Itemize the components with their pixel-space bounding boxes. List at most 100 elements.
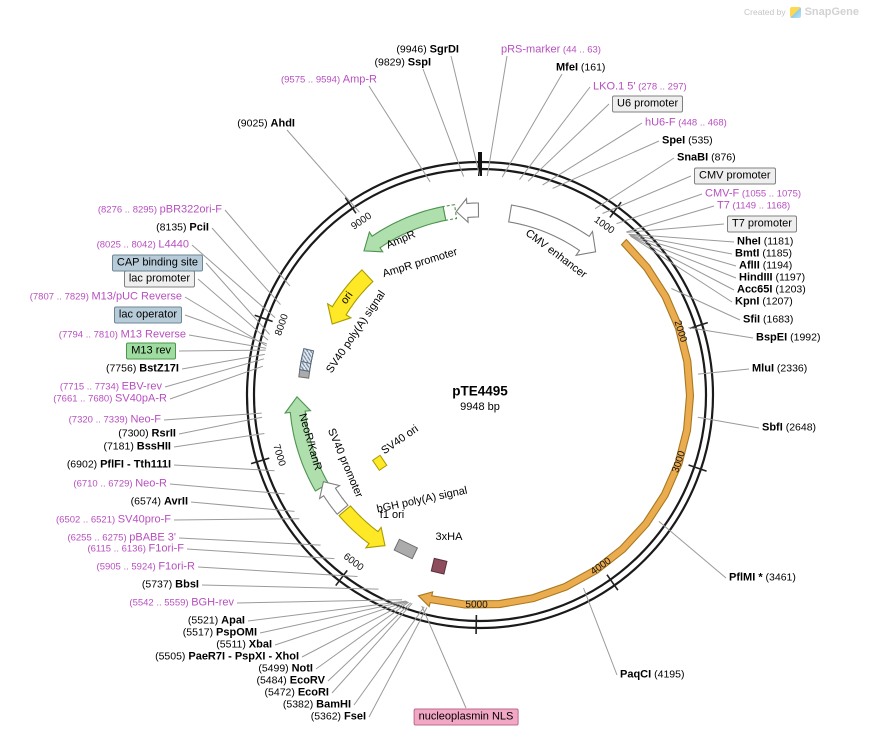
primer-label[interactable]: (6502 .. 6521) SV40pro-F xyxy=(56,514,171,527)
feature-sv40-promoter-arrow[interactable] xyxy=(318,481,349,515)
enzyme-label[interactable]: SfiI (1683) xyxy=(743,314,793,327)
label-name: PflFI - Tth111I xyxy=(100,458,171,471)
enzyme-label[interactable]: HindIII (1197) xyxy=(739,272,805,285)
feature-ha-tag-box[interactable] xyxy=(430,557,448,575)
feature-ampr-promoter-arrow[interactable] xyxy=(455,197,480,224)
feature-sv40-ori-box[interactable] xyxy=(371,454,388,471)
label-pre: (5362) xyxy=(310,710,344,723)
enzyme-label[interactable]: (6574) AvrII xyxy=(131,496,188,509)
enzyme-label[interactable]: (9025) AhdI xyxy=(237,118,295,131)
enzyme-label[interactable]: (6902) PflFI - Tth111I xyxy=(67,459,171,472)
primer-label[interactable]: (5542 .. 5559) BGH-rev xyxy=(129,597,234,610)
feature-ampr-arrow[interactable] xyxy=(363,205,447,253)
enzyme-label[interactable]: BmtI (1185) xyxy=(735,248,792,261)
ampr-promoter-label[interactable]: AmpR promoter xyxy=(381,245,459,281)
enzyme-label[interactable]: (5382) BamHI xyxy=(283,699,351,712)
enzyme-label[interactable]: (5521) ApaI xyxy=(188,615,245,628)
feature-box-label[interactable]: M13 rev xyxy=(126,342,176,360)
primer-label[interactable]: (6710 .. 6729) Neo-R xyxy=(73,478,167,491)
enzyme-label[interactable]: BspEI (1992) xyxy=(756,332,820,345)
callout-line xyxy=(315,601,409,670)
enzyme-label[interactable]: KpnI (1207) xyxy=(735,296,793,309)
enzyme-label[interactable]: (5737) BbsI xyxy=(142,579,199,592)
callout-line xyxy=(527,103,610,182)
label-post: (278 .. 297) xyxy=(635,81,687,93)
feature-insert-gene-arc[interactable] xyxy=(417,238,695,609)
primer-label[interactable]: (8025 .. 8042) L4440 xyxy=(97,239,189,252)
callout-line xyxy=(658,521,727,579)
sv40-promoter-label[interactable]: SV40 promoter xyxy=(325,426,365,500)
callout-line xyxy=(552,140,660,189)
feature-neor-kanr-arrow[interactable] xyxy=(283,395,330,492)
enzyme-label[interactable]: (5517) PspOMI xyxy=(183,627,257,640)
enzyme-label[interactable]: MfeI (161) xyxy=(556,62,605,75)
enzyme-label[interactable]: (5511) XbaI xyxy=(216,639,272,652)
primer-label[interactable]: (7794 .. 7810) M13 Reverse xyxy=(59,329,186,342)
label-post: (1185) xyxy=(759,247,792,260)
label-name: SV40pro-F xyxy=(117,513,171,526)
enzyme-label[interactable]: (5505) PaeR7I - PspXI - XhoI xyxy=(155,651,299,664)
primer-label[interactable]: (5905 .. 5924) F1ori-R xyxy=(97,561,195,574)
enzyme-label[interactable]: AflII (1194) xyxy=(739,260,792,273)
primer-label[interactable]: hU6-F (448 .. 468) xyxy=(645,117,727,130)
feature-sv40-polya-hatch-2[interactable] xyxy=(300,348,315,365)
label-post: (1197) xyxy=(772,271,806,284)
enzyme-label[interactable]: PflMI * (3461) xyxy=(729,572,796,585)
enzyme-label[interactable]: (5472) EcoRI xyxy=(265,687,329,700)
callout-line xyxy=(602,175,692,214)
feature-box-label[interactable]: CMV promoter xyxy=(694,167,776,185)
primer-label[interactable]: (9575 .. 9594) Amp-R xyxy=(281,74,377,87)
cmv-enhancer-label[interactable]: CMV enhancer xyxy=(523,227,589,281)
primer-label[interactable]: pRS-marker (44 .. 63) xyxy=(501,44,601,57)
enzyme-label[interactable]: (7181) BssHII xyxy=(103,441,171,454)
primer-label[interactable]: CMV-F (1055 .. 1075) xyxy=(705,188,801,201)
enzyme-label[interactable]: Acc65I (1203) xyxy=(737,284,806,297)
primer-label[interactable]: T7 (1149 .. 1168) xyxy=(717,200,790,213)
primer-label[interactable]: (7661 .. 7680) SV40pA-R xyxy=(53,393,167,406)
enzyme-label[interactable]: PaqCI (4195) xyxy=(620,669,684,682)
enzyme-label[interactable]: (7756) BstZ17I xyxy=(106,363,179,376)
feature-box-label[interactable]: nucleoplasmin NLS xyxy=(413,708,519,726)
enzyme-label[interactable]: NheI (1181) xyxy=(737,236,793,249)
f1-ori-label[interactable]: f1 ori xyxy=(379,509,405,521)
sv40-ori-label[interactable]: SV40 ori xyxy=(379,422,421,458)
feature-ori-arrow[interactable] xyxy=(326,269,374,325)
enzyme-label[interactable]: (5499) NotI xyxy=(258,663,313,676)
enzyme-label[interactable]: (9946) SgrDI xyxy=(396,44,459,57)
primer-label[interactable]: (8276 .. 8295) pBR322ori-F xyxy=(98,204,222,217)
label-name: Neo-F xyxy=(130,413,161,426)
enzyme-label[interactable]: SbfI (2648) xyxy=(762,422,816,435)
label-name: EBV-rev xyxy=(121,380,162,393)
ampr-label[interactable]: AmpR xyxy=(384,228,418,252)
primer-label[interactable]: (7320 .. 7339) Neo-F xyxy=(69,414,161,427)
feature-box-label[interactable]: T7 promoter xyxy=(727,215,797,233)
feature-box-label[interactable]: U6 promoter xyxy=(612,95,684,113)
enzyme-label[interactable]: (8135) PciI xyxy=(156,222,209,235)
enzyme-label[interactable]: (7300) RsrII xyxy=(118,428,176,441)
enzyme-label[interactable]: (5484) EcoRV xyxy=(256,675,325,688)
ha-tag-label[interactable]: 3xHA xyxy=(435,531,463,543)
primer-label[interactable]: (7807 .. 7829) M13/pUC Reverse xyxy=(30,291,182,304)
enzyme-label[interactable]: SnaBI (876) xyxy=(677,152,736,165)
callout-line xyxy=(542,122,643,186)
feature-f1-ori-arrow[interactable] xyxy=(338,505,386,549)
sv40-polya-label[interactable]: SV40 poly(A) signal xyxy=(324,288,388,376)
enzyme-label[interactable]: SpeI (535) xyxy=(662,135,713,148)
bgh-polya-label[interactable]: bGH poly(A) signal xyxy=(375,484,469,516)
feature-cmv-enhancer-arrow[interactable] xyxy=(508,204,597,257)
enzyme-label[interactable]: MluI (2336) xyxy=(752,363,807,376)
primer-label[interactable]: (7715 .. 7734) EBV-rev xyxy=(60,381,162,394)
feature-box-label[interactable]: CAP binding site xyxy=(111,254,203,272)
enzyme-label[interactable]: (5362) FseI xyxy=(311,711,366,724)
feature-box-label[interactable]: lac promoter xyxy=(123,270,195,288)
primer-label[interactable]: (6115 .. 6136) F1ori-F xyxy=(87,543,184,556)
ori-label[interactable]: ori xyxy=(338,289,356,307)
primer-label[interactable]: (6255 .. 6275) pBABE 3' xyxy=(67,532,176,545)
feature-bgh-polya-box[interactable] xyxy=(393,538,419,560)
enzyme-label[interactable]: (9829) SspI xyxy=(374,57,431,70)
primer-label[interactable]: LKO.1 5' (278 .. 297) xyxy=(593,81,687,94)
neor-kanr-label[interactable]: NeoR/KanR xyxy=(296,412,324,472)
feature-box-label[interactable]: lac operator xyxy=(113,306,182,324)
label-post: (2336) xyxy=(774,362,808,375)
label-name: BamHI xyxy=(316,698,351,711)
